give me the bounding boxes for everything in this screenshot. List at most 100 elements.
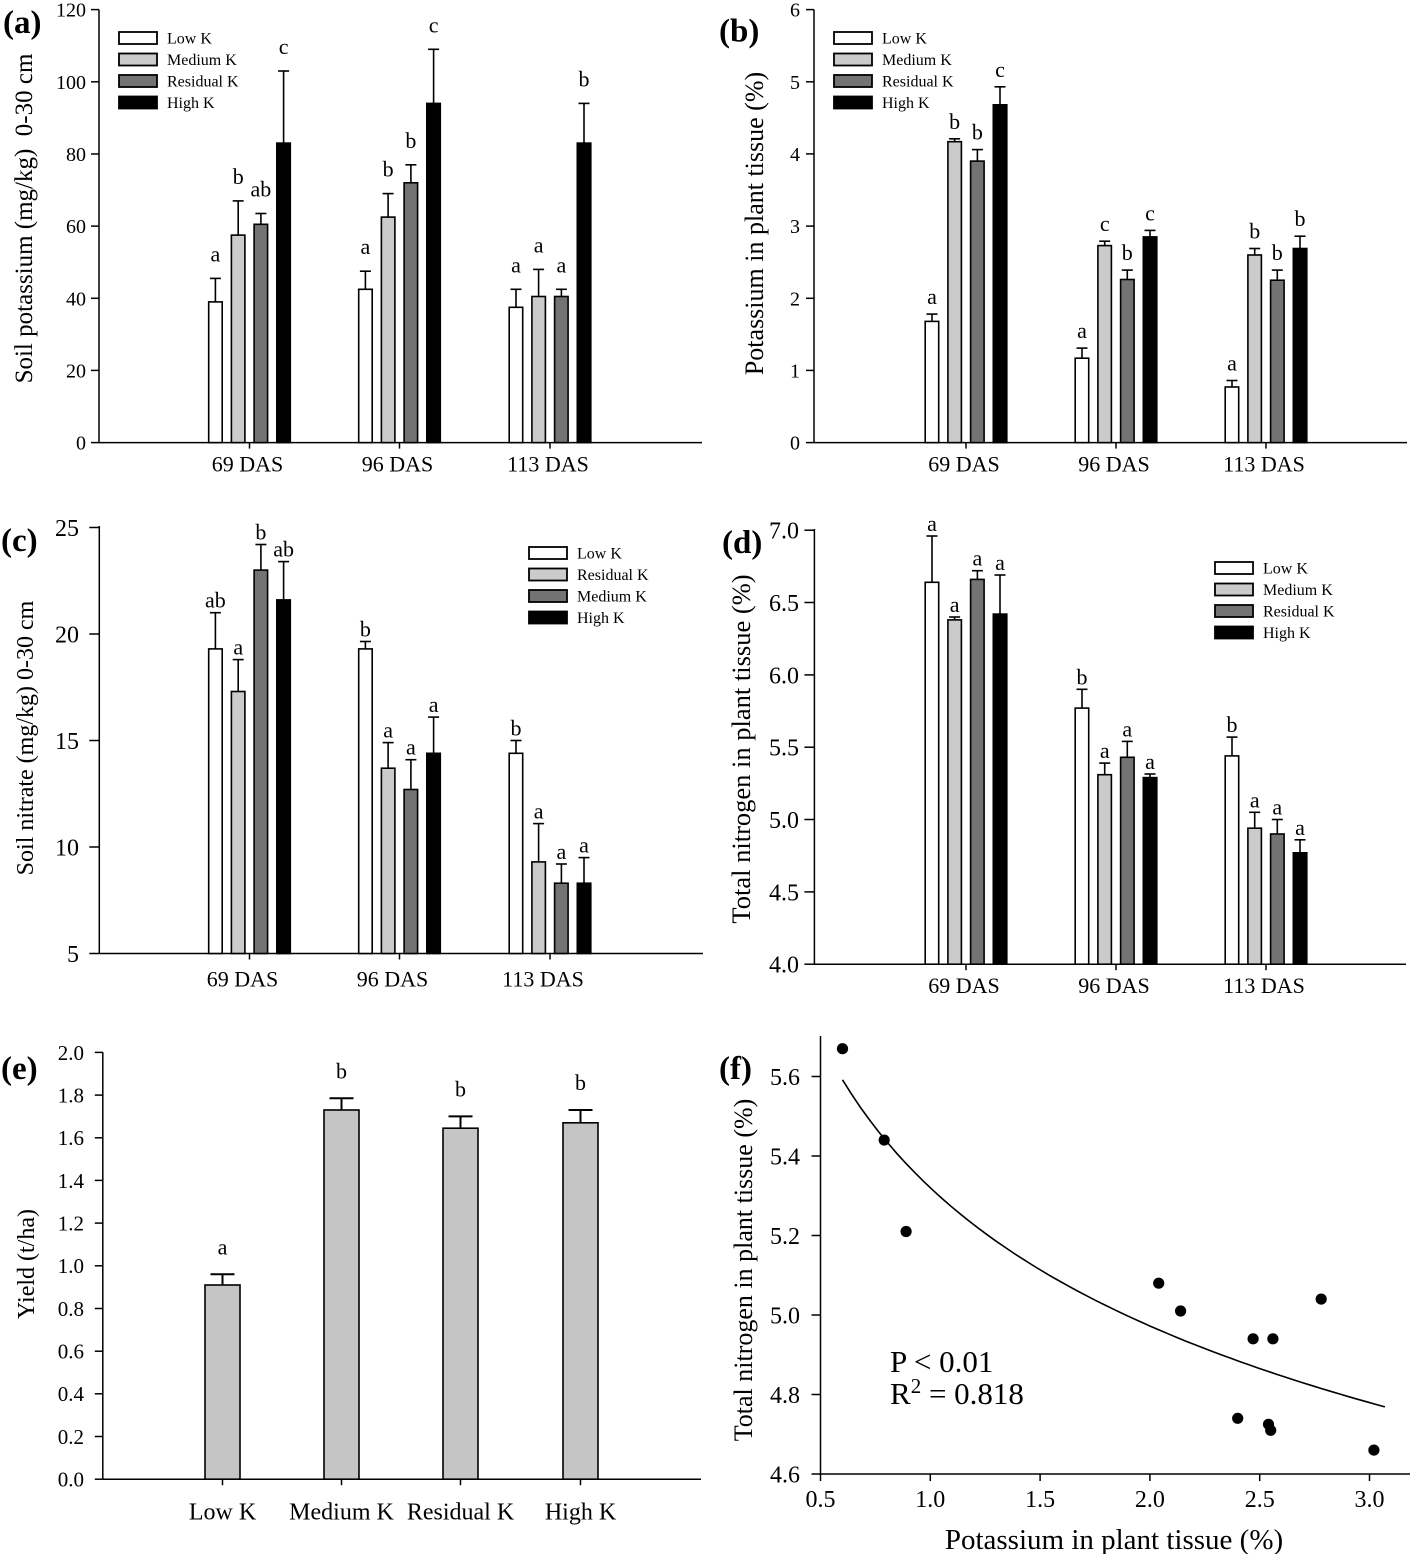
svg-text:1.5: 1.5 — [1025, 1487, 1055, 1513]
svg-text:b: b — [1272, 240, 1283, 265]
svg-text:Residual K: Residual K — [407, 1500, 515, 1526]
svg-text:b: b — [575, 1070, 586, 1095]
svg-text:10: 10 — [55, 835, 79, 861]
svg-text:b: b — [511, 716, 522, 741]
svg-text:(b): (b) — [719, 14, 759, 50]
svg-text:b: b — [972, 120, 983, 145]
svg-text:1.0: 1.0 — [915, 1487, 945, 1513]
svg-text:113 DAS: 113 DAS — [502, 967, 584, 992]
svg-text:R2 = 0.818: R2 = 0.818 — [890, 1374, 1024, 1411]
svg-text:a: a — [973, 546, 983, 571]
svg-text:a: a — [995, 550, 1005, 575]
svg-text:Medium K: Medium K — [289, 1500, 394, 1526]
svg-text:b: b — [1249, 219, 1260, 244]
svg-text:b: b — [405, 128, 416, 153]
svg-text:Potassium in plant tissue (%): Potassium in plant tissue (%) — [945, 1524, 1283, 1554]
svg-text:c: c — [429, 12, 439, 37]
svg-text:(a): (a) — [3, 5, 41, 41]
svg-text:a: a — [1250, 787, 1260, 812]
svg-text:1.2: 1.2 — [58, 1212, 84, 1236]
svg-text:a: a — [557, 839, 567, 864]
svg-text:a: a — [950, 592, 960, 617]
svg-text:b: b — [1077, 664, 1088, 689]
svg-text:5.5: 5.5 — [769, 736, 799, 762]
svg-text:69 DAS: 69 DAS — [207, 967, 279, 992]
svg-text:a: a — [511, 252, 521, 277]
svg-text:20: 20 — [55, 622, 79, 648]
svg-text:a: a — [1145, 749, 1155, 774]
svg-text:0: 0 — [790, 433, 800, 455]
svg-text:(d): (d) — [722, 525, 762, 561]
svg-text:a: a — [218, 1234, 228, 1259]
svg-text:Medium K: Medium K — [1263, 582, 1333, 599]
svg-text:3.0: 3.0 — [1355, 1487, 1385, 1513]
svg-text:a: a — [211, 241, 221, 266]
svg-text:c: c — [995, 57, 1005, 82]
svg-text:40: 40 — [66, 288, 86, 310]
svg-text:b: b — [455, 1076, 466, 1101]
svg-text:96 DAS: 96 DAS — [1078, 973, 1150, 998]
svg-text:Residual K: Residual K — [577, 567, 649, 584]
svg-text:0.2: 0.2 — [58, 1425, 84, 1449]
svg-text:b: b — [233, 164, 244, 189]
svg-text:High K: High K — [577, 610, 625, 627]
svg-text:2.0: 2.0 — [58, 1041, 84, 1065]
svg-text:b: b — [336, 1058, 347, 1083]
svg-text:5: 5 — [67, 942, 79, 968]
svg-text:(f): (f) — [719, 1051, 752, 1087]
svg-text:a: a — [406, 735, 416, 760]
svg-text:a: a — [1227, 351, 1237, 376]
svg-text:1.6: 1.6 — [58, 1126, 84, 1150]
svg-text:1: 1 — [790, 360, 800, 382]
svg-text:a: a — [927, 284, 937, 309]
svg-text:b: b — [949, 109, 960, 134]
svg-text:4.5: 4.5 — [769, 880, 799, 906]
svg-text:a: a — [1295, 815, 1305, 840]
svg-text:b: b — [1227, 712, 1238, 737]
svg-text:c: c — [279, 34, 289, 59]
svg-text:5: 5 — [790, 72, 800, 94]
svg-text:2: 2 — [790, 288, 800, 310]
svg-text:a: a — [233, 635, 243, 660]
svg-text:a: a — [429, 692, 439, 717]
svg-text:5.4: 5.4 — [770, 1144, 800, 1170]
svg-text:15: 15 — [55, 729, 79, 755]
svg-text:6.0: 6.0 — [769, 663, 799, 689]
svg-text:a: a — [579, 833, 589, 858]
svg-text:5.0: 5.0 — [769, 808, 799, 834]
svg-text:High K: High K — [167, 95, 215, 112]
svg-text:Low K: Low K — [882, 31, 927, 48]
svg-text:(c): (c) — [1, 523, 38, 559]
svg-text:0: 0 — [76, 433, 86, 455]
svg-text:Low K: Low K — [167, 31, 212, 48]
svg-text:5.2: 5.2 — [770, 1224, 800, 1250]
svg-text:a: a — [534, 799, 544, 824]
svg-text:a: a — [1272, 795, 1282, 820]
svg-text:Soil potassium (mg/kg) 0-30 c: Soil potassium (mg/kg) 0-30 cm — [11, 53, 38, 383]
svg-text:2.0: 2.0 — [1135, 1487, 1165, 1513]
svg-text:25: 25 — [55, 516, 79, 542]
svg-text:Yield (t/ha): Yield (t/ha) — [14, 1209, 40, 1319]
svg-text:Total nitrogen in plant tissue: Total nitrogen in plant tissue (%) — [726, 574, 756, 923]
svg-text:4.6: 4.6 — [770, 1462, 800, 1488]
svg-text:c: c — [1100, 211, 1110, 236]
svg-text:b: b — [360, 617, 371, 642]
svg-text:b: b — [579, 66, 590, 91]
svg-text:0.0: 0.0 — [58, 1468, 84, 1492]
svg-text:3: 3 — [790, 216, 800, 238]
svg-text:4: 4 — [790, 144, 800, 166]
svg-text:Medium K: Medium K — [167, 52, 237, 69]
svg-text:0.4: 0.4 — [58, 1382, 85, 1406]
svg-text:6.5: 6.5 — [769, 591, 799, 617]
svg-text:b: b — [383, 157, 394, 182]
svg-text:ab: ab — [273, 537, 294, 562]
svg-text:c: c — [1145, 200, 1155, 225]
svg-text:120: 120 — [56, 0, 86, 22]
svg-text:96 DAS: 96 DAS — [362, 452, 434, 477]
svg-text:2.5: 2.5 — [1245, 1487, 1275, 1513]
svg-text:Low K: Low K — [577, 546, 622, 563]
svg-text:P < 0.01: P < 0.01 — [890, 1344, 993, 1379]
svg-text:Residual K: Residual K — [1263, 604, 1335, 621]
svg-text:Residual K: Residual K — [167, 74, 239, 91]
svg-text:69 DAS: 69 DAS — [928, 973, 1000, 998]
